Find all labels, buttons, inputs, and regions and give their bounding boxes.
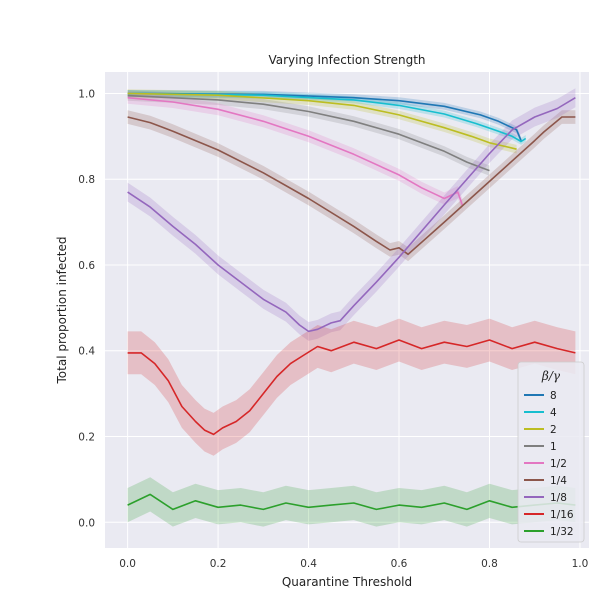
x-tick-label: 1.0 [572, 558, 589, 570]
x-tick-label: 0.0 [119, 558, 136, 570]
y-tick-label: 0.6 [78, 260, 95, 272]
series-line-1-16 [127, 339, 576, 436]
band-1-8 [127, 88, 576, 341]
band-1-32 [127, 477, 576, 527]
series-line-1-4 [127, 116, 576, 256]
y-axis-label: Total proportion infected [55, 236, 69, 384]
legend-label-1-4: 1/4 [550, 475, 567, 487]
band-1-2 [127, 91, 463, 211]
y-tick-label: 0.8 [78, 174, 95, 186]
y-tick-label: 1.0 [78, 88, 95, 100]
legend-label-2: 2 [550, 424, 557, 436]
x-tick-label: 0.8 [481, 558, 498, 570]
legend-label-1-16: 1/16 [550, 509, 574, 521]
series-line-1 [127, 94, 490, 172]
legend-items: 8 4 2 1 1/2 1/4 1/8 1/16 1/32 [524, 390, 574, 538]
legend-label-4: 4 [550, 407, 557, 419]
legend-label-1: 1 [550, 441, 557, 453]
series-line-4 [127, 92, 527, 143]
legend-label-8: 8 [550, 390, 557, 402]
x-tick-label: 0.4 [300, 558, 317, 570]
y-tick-labels: 0.0 0.2 0.4 0.6 0.8 1.0 [78, 88, 95, 529]
series-line-1-2 [127, 96, 464, 206]
band-1-16 [127, 318, 576, 456]
legend-label-1-2: 1/2 [550, 458, 567, 470]
y-tick-label: 0.0 [78, 517, 95, 529]
y-tick-label: 0.4 [78, 346, 95, 358]
series-line-1-32 [127, 493, 576, 511]
y-tick-label: 0.2 [78, 432, 95, 444]
legend-label-1-32: 1/32 [550, 526, 574, 538]
x-tick-label: 0.6 [391, 558, 408, 570]
band-4 [127, 90, 526, 145]
x-tick-labels: 0.0 0.2 0.4 0.6 0.8 1.0 [119, 558, 588, 570]
grid [105, 72, 589, 548]
legend: β/γ 8 4 2 1 1/2 1/4 1/8 1/16 1/32 [517, 361, 585, 543]
band-1 [127, 90, 490, 176]
legend-title: β/γ [541, 369, 561, 383]
legend-label-1-8: 1/8 [550, 492, 567, 504]
series-lines [127, 92, 576, 511]
series-line-1-8 [127, 97, 576, 333]
chart-title: Varying Infection Strength [268, 53, 425, 67]
x-axis-label: Quarantine Threshold [282, 575, 412, 589]
x-tick-label: 0.2 [210, 558, 227, 570]
